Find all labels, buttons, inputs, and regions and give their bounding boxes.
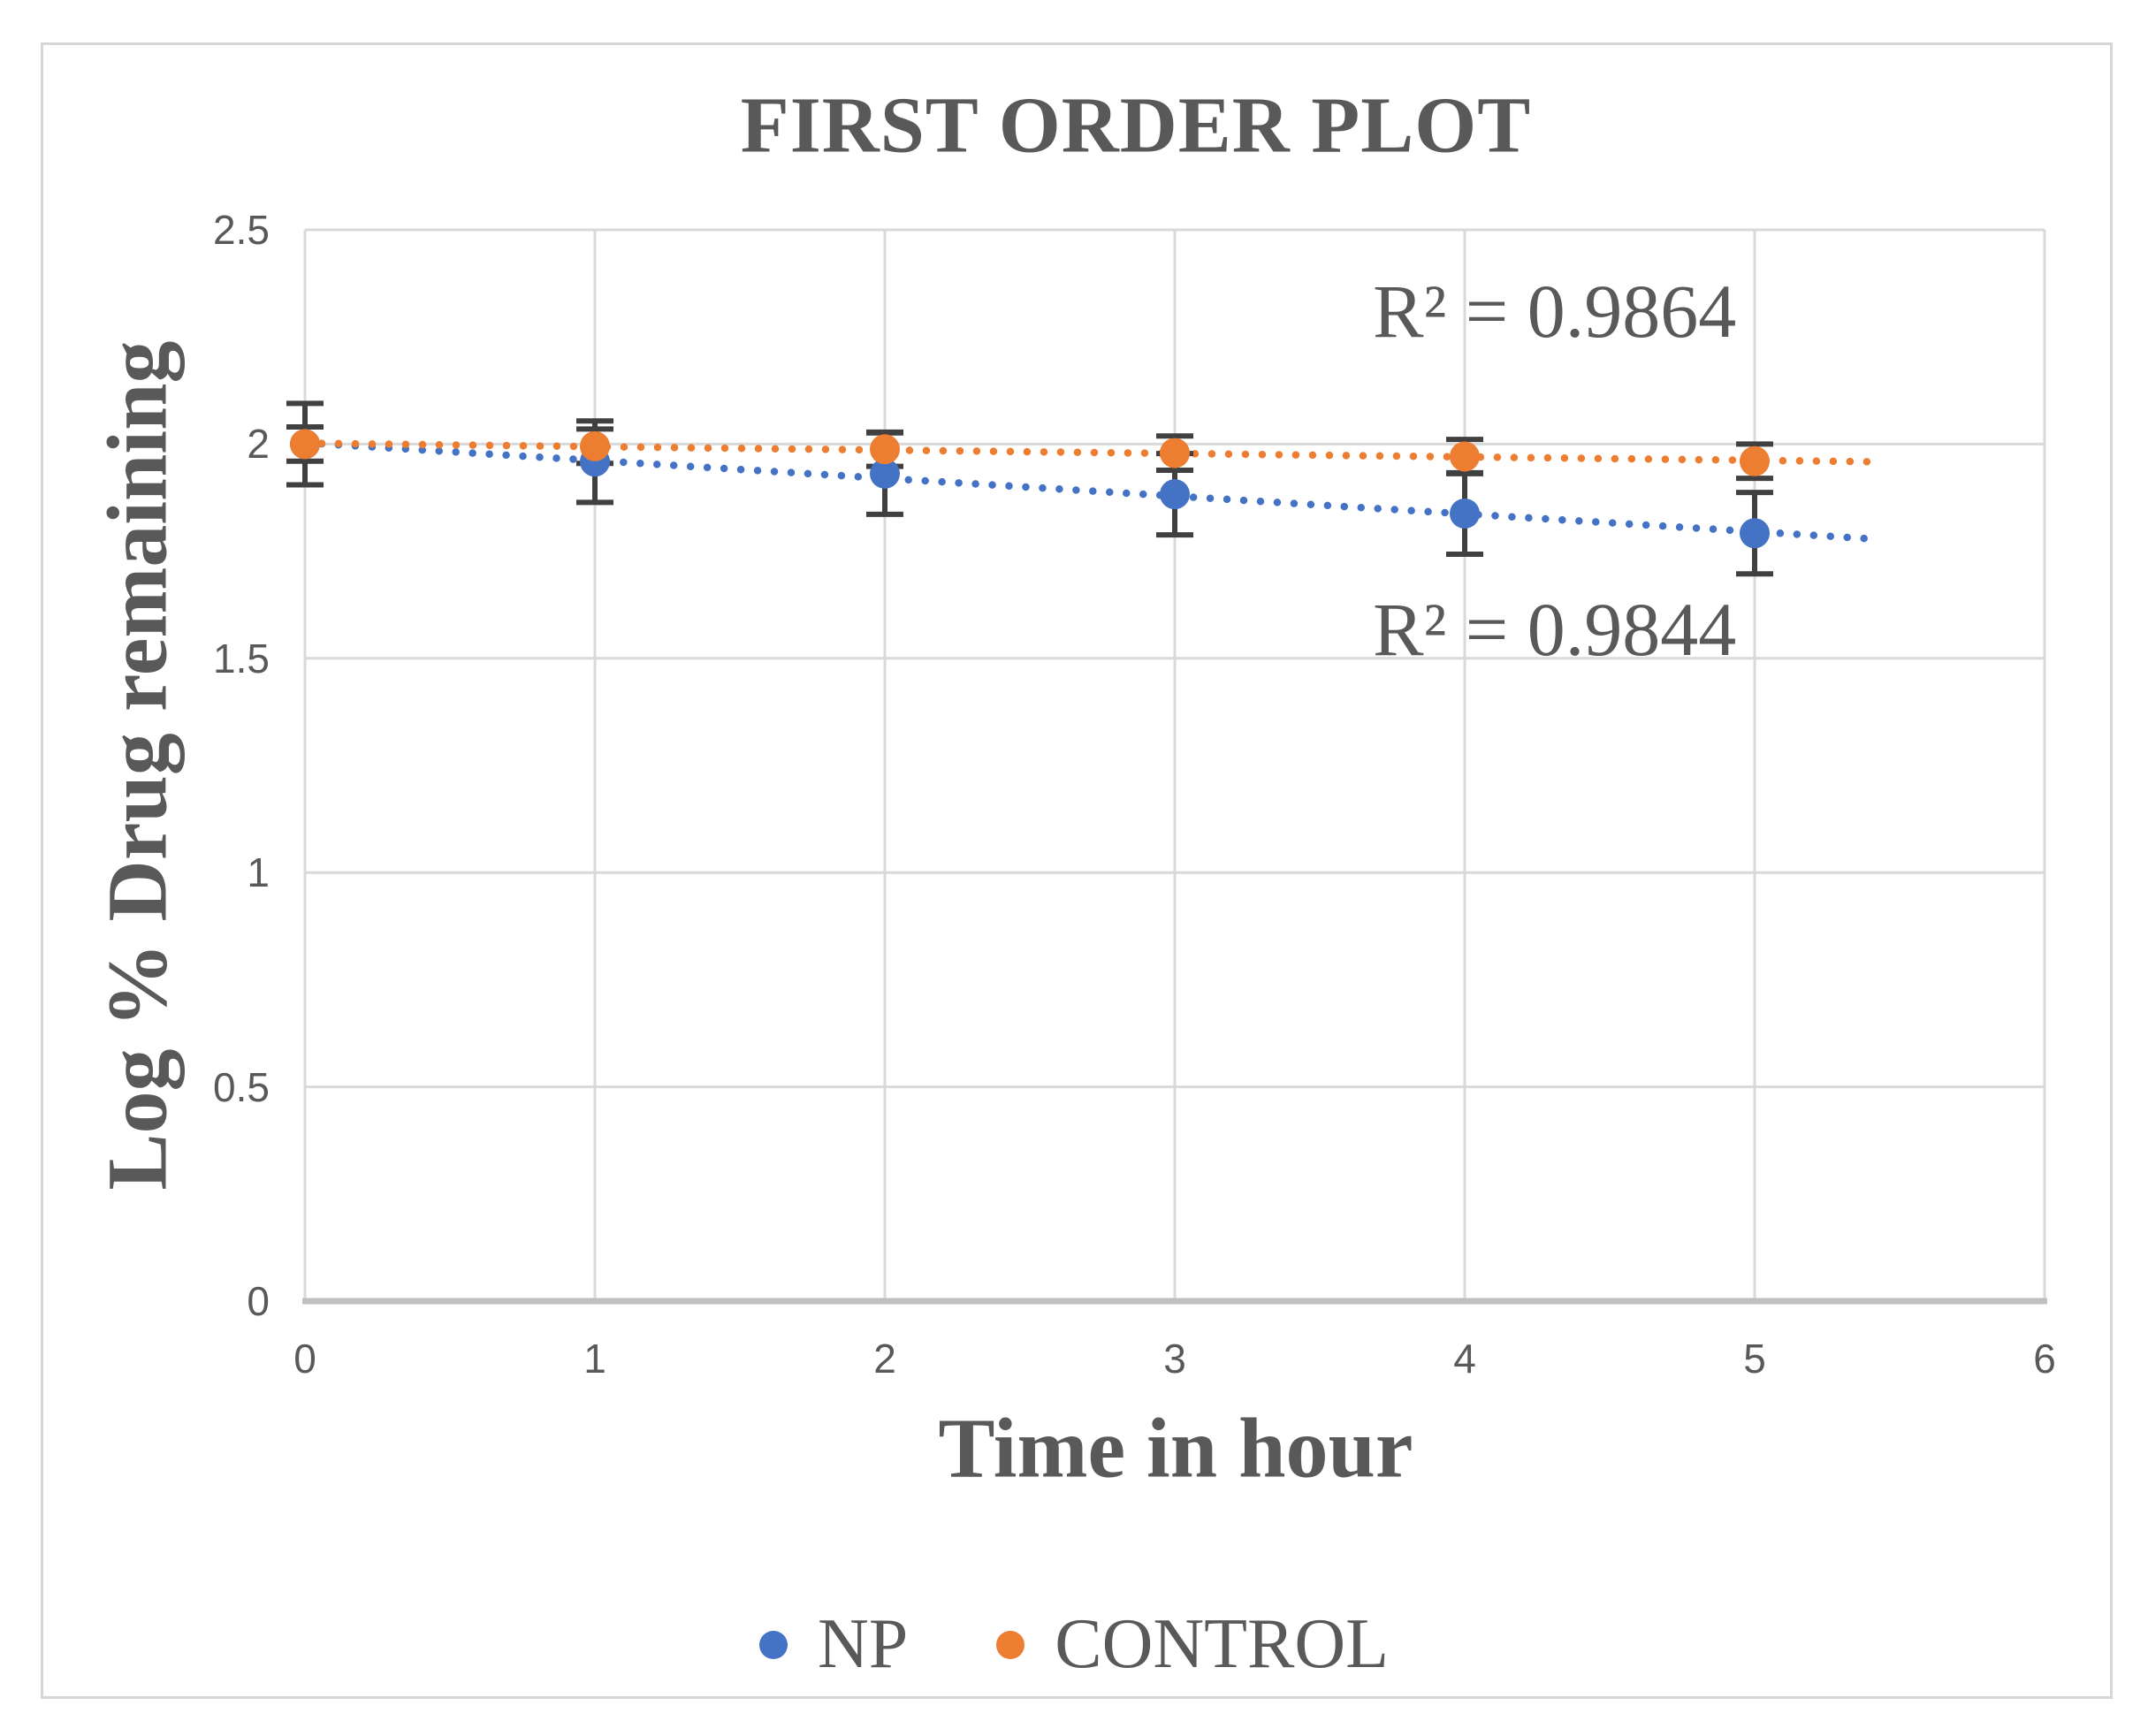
x-tick-label-1: 1 xyxy=(583,1336,606,1382)
legend-item-np[interactable]: NP xyxy=(758,1604,909,1685)
control-marker-0[interactable] xyxy=(290,429,320,460)
x-axis-title: Time in hour xyxy=(938,1400,1413,1496)
x-tick-label-2: 2 xyxy=(873,1336,896,1382)
np-marker-3[interactable] xyxy=(1160,479,1190,510)
control-legend-marker xyxy=(996,1630,1025,1659)
np-legend-label: NP xyxy=(817,1605,909,1683)
legend-item-control[interactable]: CONTROL xyxy=(996,1604,1389,1685)
np-marker-5[interactable] xyxy=(1740,518,1770,549)
y-tick-label-2: 1 xyxy=(247,849,270,896)
y-axis-title: Log % Drug remaining xyxy=(89,340,185,1191)
np-marker-4[interactable] xyxy=(1450,498,1480,529)
x-tick-label-4: 4 xyxy=(1453,1336,1476,1382)
x-tick-label-6: 6 xyxy=(2033,1336,2056,1382)
y-tick-label-0: 0 xyxy=(247,1278,270,1324)
y-tick-label-3: 1.5 xyxy=(213,635,270,681)
y-tick-label-4: 2 xyxy=(247,421,270,468)
y-tick-label-5: 2.5 xyxy=(213,207,270,253)
y-tick-label-1: 0.5 xyxy=(213,1063,270,1110)
control-marker-4[interactable] xyxy=(1450,441,1480,472)
control-marker-5[interactable] xyxy=(1740,445,1770,476)
chart-title: FIRST ORDER PLOT xyxy=(740,81,1532,170)
x-tick-label-0: 0 xyxy=(293,1336,316,1382)
figure-border xyxy=(41,42,2113,1699)
control-marker-2[interactable] xyxy=(870,434,900,465)
legend: NP CONTROL xyxy=(0,1604,2148,1685)
np-marker-2[interactable] xyxy=(870,458,900,489)
r2-annotation-control: R² = 0.9864 xyxy=(1373,269,1737,354)
control-marker-3[interactable] xyxy=(1160,438,1190,468)
x-tick-label-5: 5 xyxy=(1743,1336,1766,1382)
np-legend-marker xyxy=(758,1630,788,1659)
control-legend-label: CONTROL xyxy=(1055,1605,1390,1683)
np-trendline xyxy=(301,438,1875,543)
x-tick-label-3: 3 xyxy=(1163,1336,1186,1382)
control-marker-1[interactable] xyxy=(580,430,610,461)
